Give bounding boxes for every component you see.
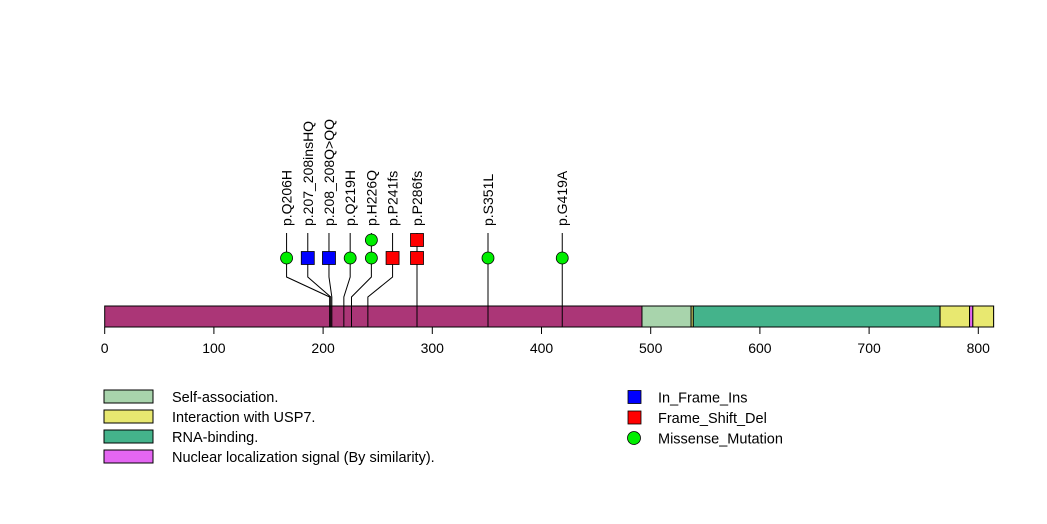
frame-shift-del-marker bbox=[410, 251, 424, 265]
domain-block bbox=[939, 305, 971, 328]
missense-mutation-marker bbox=[555, 251, 569, 265]
missense-mutation-marker bbox=[364, 251, 378, 265]
legend-label: RNA-binding. bbox=[172, 430, 258, 446]
missense-mutation-marker bbox=[343, 251, 357, 265]
x-tick-label: 700 bbox=[857, 340, 881, 356]
frame-shift-del-marker bbox=[410, 233, 424, 247]
legend-swatch bbox=[103, 429, 154, 444]
in-frame-ins-marker bbox=[322, 251, 336, 265]
mutation-label: p.Q206H bbox=[279, 170, 295, 226]
in-frame-ins-marker bbox=[300, 251, 315, 265]
legend-square-icon bbox=[627, 390, 642, 404]
x-tick-label: 0 bbox=[101, 340, 109, 356]
mutation-label: p.P241fs bbox=[385, 171, 401, 226]
x-tick-label: 800 bbox=[967, 340, 991, 356]
mutation-labels: p.Q206H p.207_208insHQ p.208_208Q>QQ p.Q219… bbox=[279, 119, 571, 226]
legend-label: Interaction with USP7. bbox=[172, 410, 315, 426]
mutation-label: p.208_208Q>QQ bbox=[321, 119, 337, 226]
domain-block bbox=[692, 305, 941, 328]
mutation-markers bbox=[280, 233, 569, 265]
x-axis: 0 100 200 300 400 500 600 700 800 bbox=[101, 327, 990, 356]
missense-mutation-marker bbox=[481, 251, 495, 265]
mutation-label: p.H226Q bbox=[363, 170, 379, 226]
x-tick-label: 600 bbox=[748, 340, 772, 356]
mutation-label: p.Q219H bbox=[342, 170, 358, 226]
legend-label: In_Frame_Ins bbox=[658, 391, 747, 407]
domain-block bbox=[972, 305, 995, 328]
legend-swatch bbox=[103, 389, 154, 404]
domain-block bbox=[641, 305, 692, 328]
legend-circle-icon bbox=[627, 431, 641, 445]
legend-square-icon bbox=[627, 410, 642, 425]
x-tick-label: 300 bbox=[421, 340, 445, 356]
protein-backbone-group bbox=[104, 305, 995, 328]
x-tick-label: 100 bbox=[202, 340, 226, 356]
mutation-label: p.P286fs bbox=[409, 171, 425, 226]
legend-label: Self-association. bbox=[172, 390, 278, 406]
mutation-label: p.207_208insHQ bbox=[300, 121, 316, 226]
x-tick-label: 400 bbox=[530, 340, 554, 356]
legend-label: Frame_Shift_Del bbox=[658, 411, 767, 427]
mutation-type-legend: In_Frame_Ins Frame_Shift_Del Missense_Muta… bbox=[627, 390, 783, 448]
frame-shift-del-marker bbox=[385, 251, 400, 265]
legend-label: Nuclear localization signal (By similari… bbox=[172, 450, 435, 466]
legend-swatch bbox=[103, 449, 154, 464]
x-tick-label: 200 bbox=[311, 340, 335, 356]
mutation-label: p.S351L bbox=[480, 174, 496, 226]
mutation-label: p.G419A bbox=[554, 170, 570, 226]
legend-label: Missense_Mutation bbox=[658, 432, 783, 448]
missense-mutation-marker bbox=[280, 251, 293, 265]
missense-mutation-marker bbox=[364, 233, 378, 247]
x-tick-label: 500 bbox=[639, 340, 663, 356]
domain-legend: Self-association. Interaction with USP7. R… bbox=[103, 389, 435, 466]
legend-swatch bbox=[103, 409, 154, 424]
